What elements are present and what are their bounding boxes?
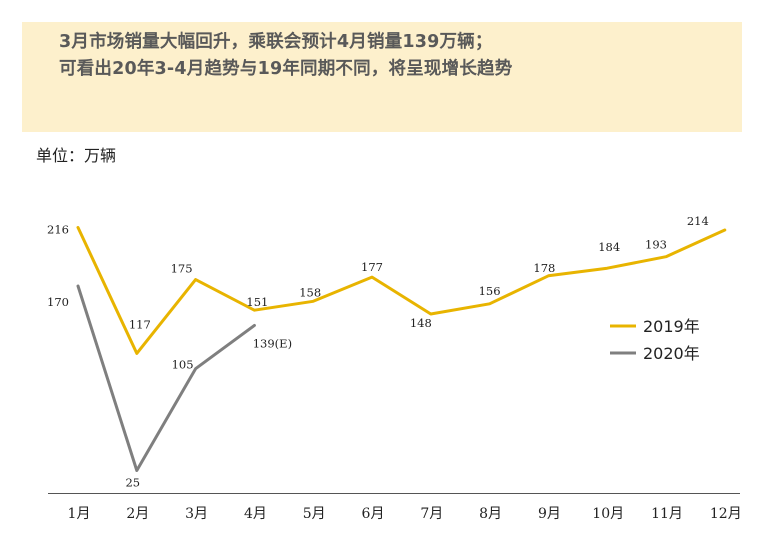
series-2019-point xyxy=(194,278,197,281)
x-tick-label: 11月 xyxy=(651,506,683,522)
series-2019-data-label: 184 xyxy=(598,240,620,254)
series-2019-data-label: 156 xyxy=(479,284,501,298)
series-2019-point xyxy=(429,312,432,316)
series-2020-point xyxy=(194,367,197,370)
title-banner xyxy=(22,22,742,132)
x-tick-label: 3月 xyxy=(185,506,208,522)
series-2019-point xyxy=(488,302,491,305)
series-2019-data-label: 148 xyxy=(410,316,432,330)
series-2019-point xyxy=(253,309,256,312)
series-2019-data-label: 151 xyxy=(246,295,268,309)
series-2019-data-label: 193 xyxy=(645,238,667,252)
series-2019-data-label: 158 xyxy=(299,285,321,299)
series-2019-point xyxy=(606,267,609,270)
series-2019-point xyxy=(723,228,726,232)
series-2019-point xyxy=(135,352,138,355)
x-tick-label: 5月 xyxy=(303,506,326,522)
unit-label: 单位：万辆 xyxy=(36,146,117,165)
series-2019-data-label: 175 xyxy=(171,262,193,276)
x-tick-label: 6月 xyxy=(362,506,385,522)
series-2020-data-label: 170 xyxy=(47,295,69,309)
chart-title-line-1: 3月市场销量大幅回升，乘联会预计4月销量139万辆； xyxy=(59,32,493,52)
series-2020-data-label: 25 xyxy=(125,476,140,490)
series-2020-data-label: 139(E) xyxy=(253,336,292,350)
x-tick-label: 7月 xyxy=(420,506,443,522)
series-2019-data-label: 177 xyxy=(361,260,383,274)
series-2019-point xyxy=(664,255,668,258)
series-2019-point xyxy=(76,226,80,229)
series-2020-point xyxy=(253,324,256,327)
x-tick-label: 10月 xyxy=(592,506,624,522)
chart-title-line-2: 可看出20年3-4月趋势与19年同期不同，将呈现增长趋势 xyxy=(59,59,513,79)
x-tick-label: 9月 xyxy=(538,506,561,522)
series-2019-line xyxy=(76,226,727,355)
series-2019-point xyxy=(547,274,550,277)
series-2020-point xyxy=(135,469,138,472)
series-2019-data-label: 216 xyxy=(47,223,69,237)
legend-label-series-2020: 2020年 xyxy=(643,344,700,363)
x-tick-label: 12月 xyxy=(710,506,742,522)
x-tick-label: 4月 xyxy=(244,506,267,522)
series-2019-data-label: 117 xyxy=(129,317,151,331)
series-2019-data-label: 214 xyxy=(687,214,709,228)
series-2019-point xyxy=(312,300,315,303)
series-2020-point xyxy=(76,284,80,288)
x-tick-label: 2月 xyxy=(126,506,149,522)
x-tick-label: 8月 xyxy=(479,506,502,522)
legend-label-series-2019: 2019年 xyxy=(643,317,700,336)
series-2019-data-label: 178 xyxy=(533,261,555,275)
series-2020-line xyxy=(76,284,256,472)
x-tick-label: 1月 xyxy=(68,506,91,522)
series-2019-point xyxy=(370,275,374,279)
series-2020-data-label: 105 xyxy=(172,358,194,372)
